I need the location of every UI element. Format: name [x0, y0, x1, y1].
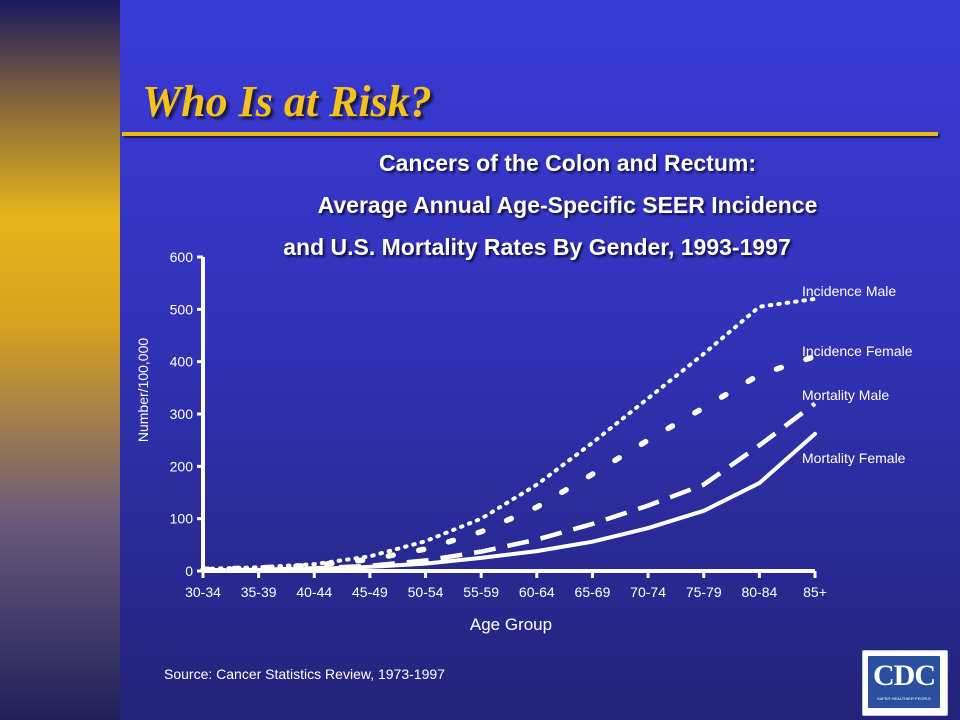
chart-title-line-1: Cancers of the Colon and Rectum: [379, 150, 756, 176]
y-tick-label: 0 [185, 563, 193, 579]
x-tick-label: 80-84 [741, 584, 777, 600]
x-tick-label: 45-49 [352, 584, 388, 600]
series-label-mortality-female: Mortality Female [802, 450, 906, 466]
logo-mark: CDC [873, 659, 936, 692]
x-tick-label: 30-34 [185, 584, 221, 600]
x-tick-label: 55-59 [463, 584, 499, 600]
logo-tagline: SAFER·HEALTHIER·PEOPLE [876, 696, 932, 701]
series-line-incidence-male [201, 296, 817, 571]
y-tick-label: 600 [170, 249, 194, 265]
x-tick-label: 60-64 [519, 584, 555, 600]
x-tick-label: 35-39 [241, 584, 277, 600]
y-tick-label: 400 [170, 354, 194, 370]
decorative-side-bar [0, 0, 120, 720]
y-axis-title: Number/100,000 [135, 338, 151, 443]
x-tick-label: 70-74 [630, 584, 666, 600]
chart-labels: Incidence Male Incidence Female Mortality … [802, 283, 913, 466]
series-label-mortality-male: Mortality Male [802, 387, 889, 403]
y-tick-label: 200 [170, 458, 194, 474]
y-tick-label: 100 [170, 511, 194, 527]
y-tick-label: 300 [170, 406, 194, 422]
x-tick-label: 85+ [803, 584, 827, 600]
x-axis-title: Age Group [470, 615, 552, 634]
cdc-logo-icon: CDC SAFER·HEALTHIER·PEOPLE [862, 650, 948, 716]
source-note: Source: Cancer Statistics Review, 1973-1… [164, 666, 445, 682]
chart-title-line-3: and U.S. Mortality Rates By Gender, 1993… [283, 234, 791, 260]
chart-series [200, 296, 818, 573]
x-tick-label: 75-79 [686, 584, 722, 600]
x-tick-label: 65-69 [575, 584, 611, 600]
x-tick-label: 50-54 [408, 584, 444, 600]
chart-axes: 0 100 200 300 400 500 600 30-34 35-39 40-44 45-49 5… [135, 249, 827, 634]
series-line-incidence-female [200, 353, 818, 573]
chart-title-line-2: Average Annual Age-Specific SEER Inciden… [317, 192, 818, 218]
series-line-mortality-male [202, 401, 817, 573]
x-tick-label: 40-44 [296, 584, 332, 600]
y-tick-label: 500 [170, 301, 194, 317]
series-line-mortality-female [201, 431, 817, 573]
slide-title: Who Is at Risk? [142, 77, 432, 126]
title-divider [122, 132, 938, 136]
series-label-incidence-female: Incidence Female [802, 343, 913, 359]
series-label-incidence-male: Incidence Male [802, 283, 896, 299]
